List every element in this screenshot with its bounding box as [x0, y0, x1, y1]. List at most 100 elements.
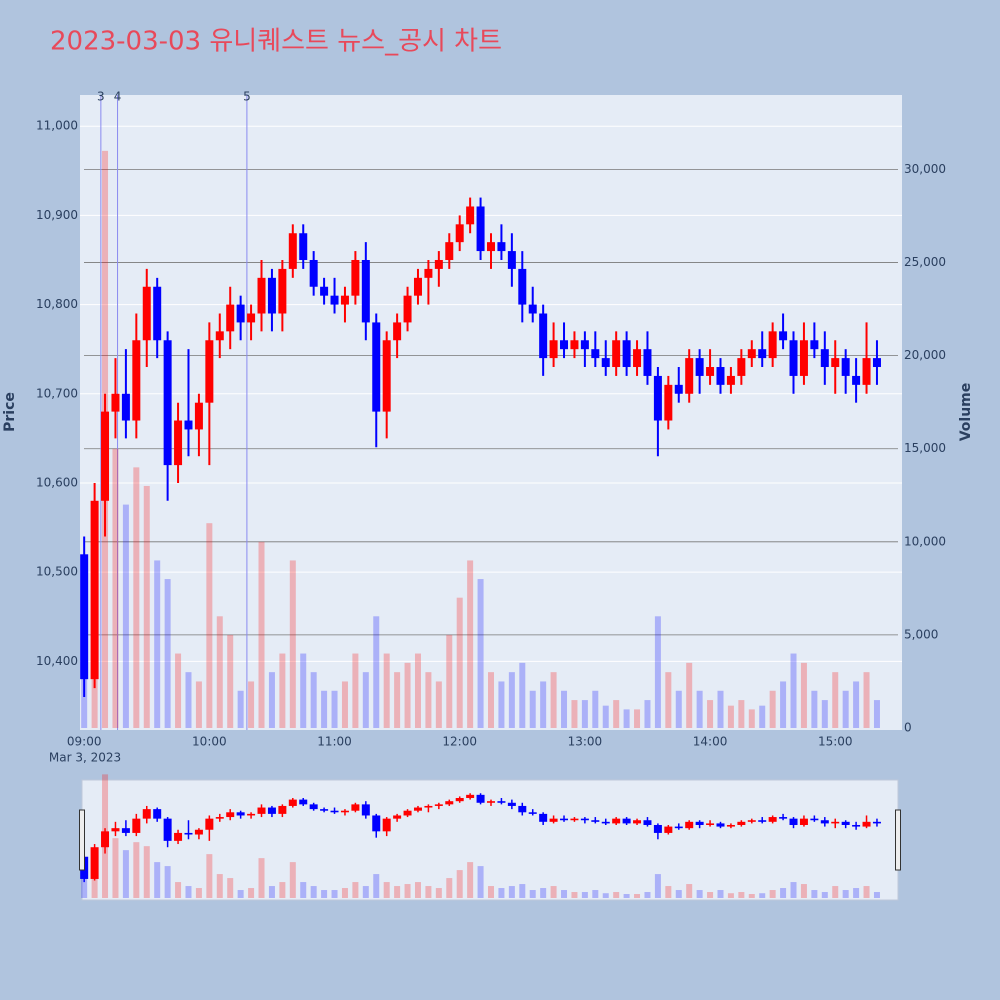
slider-volume-bar: [811, 890, 818, 898]
slider-volume-bar: [780, 888, 787, 898]
slider-candle-body: [789, 818, 798, 825]
slider-handle[interactable]: [79, 809, 85, 871]
slider-volume-bar: [477, 866, 484, 898]
volume-bar: [133, 467, 140, 728]
slider-candle-body: [184, 832, 193, 835]
slider-volume-bar: [800, 884, 807, 898]
volume-bar: [331, 690, 338, 728]
y2-tick-label: 0: [904, 721, 912, 735]
volume-bar: [738, 700, 745, 728]
slider-volume-bar: [404, 884, 411, 898]
volume-bar: [717, 690, 724, 728]
slider-volume-bar: [592, 890, 599, 898]
slider-volume-bar: [258, 858, 265, 898]
volume-bar: [227, 634, 234, 728]
slider-volume-bar: [853, 888, 860, 898]
candle-body: [560, 340, 569, 350]
slider-candle-body: [653, 824, 662, 833]
volume-bar: [237, 690, 244, 728]
candle-body: [852, 375, 861, 385]
volume-bar: [477, 579, 484, 728]
volume-bar: [362, 672, 369, 728]
y2-tick-label: 30,000: [904, 162, 946, 176]
slider-candle-body: [580, 818, 589, 821]
x-tick-label: 15:00: [818, 735, 853, 749]
slider-candle-body: [622, 818, 631, 824]
volume-bar: [863, 672, 870, 728]
volume-bar: [164, 579, 171, 728]
slider-volume-bar: [435, 888, 442, 898]
slider-volume-bar: [873, 892, 880, 898]
candle-body: [184, 420, 193, 430]
candle-body: [820, 349, 829, 368]
slider-volume-bar: [227, 878, 234, 898]
x-tick-label: 14:00: [693, 735, 728, 749]
slider-candle-body: [111, 828, 120, 832]
candle-body: [612, 340, 621, 368]
volume-bar: [790, 653, 797, 728]
volume-bar: [268, 672, 275, 728]
slider-candle-body: [737, 821, 746, 825]
slider-candle-body: [236, 812, 245, 816]
slider-candle-body: [601, 821, 610, 824]
slider-volume-bar: [519, 884, 526, 898]
volume-bar: [435, 681, 442, 728]
slider-candle-body: [163, 818, 172, 841]
x-tick-label: 09:00: [67, 735, 102, 749]
slider-volume-bar: [769, 890, 776, 898]
slider-volume-bar: [467, 862, 474, 898]
slider-volume-bar: [581, 892, 588, 898]
volume-bar: [748, 709, 755, 728]
slider-volume-bar: [696, 890, 703, 898]
candle-body: [872, 358, 881, 368]
event-label: 4: [114, 90, 122, 104]
chart-title: 2023-03-03 유니퀘스트 뉴스_공시 차트: [50, 27, 502, 57]
volume-bar: [185, 672, 192, 728]
candle-body: [320, 286, 329, 296]
volume-bar: [248, 681, 255, 728]
slider-volume-bar: [279, 882, 286, 898]
y2-tick-label: 10,000: [904, 534, 946, 548]
slider-candle-body: [518, 805, 527, 813]
range-slider[interactable]: [81, 779, 899, 901]
slider-handle[interactable]: [895, 809, 901, 871]
slider-volume-bar: [195, 888, 202, 898]
volume-bar: [289, 560, 296, 728]
y2-axis-title: Volume: [958, 383, 974, 442]
candle-body: [111, 393, 120, 412]
slider-volume-bar: [665, 886, 672, 898]
candle-body: [674, 384, 683, 394]
volume-bar: [404, 662, 411, 728]
candle-body: [101, 411, 110, 501]
candle-body: [580, 340, 589, 350]
candle-body: [174, 420, 183, 466]
y-tick-label: 10,800: [36, 297, 78, 311]
slider-candle-body: [257, 807, 266, 814]
candle-body: [132, 340, 141, 421]
slider-volume-bar: [654, 874, 661, 898]
volume-bar: [759, 705, 766, 728]
slider-candle-body: [570, 818, 579, 821]
slider-candle-body: [351, 804, 360, 811]
volume-bar: [769, 690, 776, 728]
volume-bar: [821, 700, 828, 728]
slider-volume-bar: [133, 842, 140, 898]
candle-body: [257, 277, 266, 314]
volume-bar: [675, 690, 682, 728]
volume-bar: [154, 560, 161, 728]
candle-body: [434, 259, 443, 269]
slider-candle-body: [194, 829, 203, 835]
volume-bar: [394, 672, 401, 728]
volume-bar: [529, 690, 536, 728]
candle-body: [215, 331, 224, 341]
volume-bar: [842, 690, 849, 728]
candle-body: [393, 322, 402, 341]
slider-volume-bar: [863, 886, 870, 898]
slider-candle-body: [591, 820, 600, 822]
slider-candle-body: [768, 817, 777, 822]
slider-candle-body: [361, 804, 370, 816]
candle-body: [664, 384, 673, 421]
slider-candle-body: [779, 817, 788, 819]
volume-bar: [508, 672, 515, 728]
